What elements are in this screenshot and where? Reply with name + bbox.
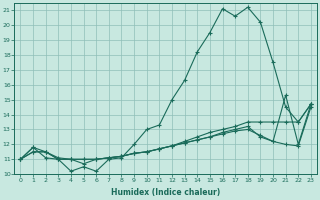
X-axis label: Humidex (Indice chaleur): Humidex (Indice chaleur) [111,188,220,197]
